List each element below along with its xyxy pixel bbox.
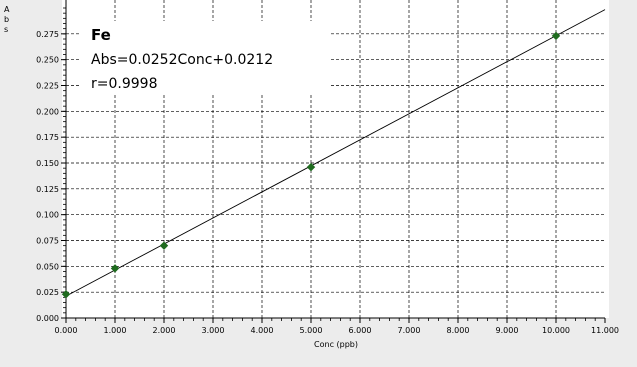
point-layer <box>61 31 561 299</box>
x-tick-label: 4.000 <box>251 326 274 335</box>
data-point <box>61 290 71 299</box>
annotation-equation: Abs=0.0252Conc+0.0212 <box>91 52 273 68</box>
x-tick-label: 5.000 <box>300 326 323 335</box>
y-axis-title-line2: b <box>4 15 9 24</box>
y-tick-label: 0.150 <box>36 159 59 168</box>
x-tick-label: 1.000 <box>104 326 127 335</box>
y-tick-label: 0.275 <box>36 30 59 39</box>
data-point <box>159 241 169 250</box>
x-tick-label: 10.000 <box>542 326 570 335</box>
y-tick-label: 0.100 <box>36 211 59 220</box>
y-tick-label: 0.250 <box>36 56 59 65</box>
x-tick-label: 9.000 <box>496 326 519 335</box>
y-tick-label: 0.225 <box>36 82 59 91</box>
x-tick-label: 0.000 <box>55 326 78 335</box>
data-point <box>110 264 120 273</box>
x-axis-title: Conc (ppb) <box>314 340 358 349</box>
x-tick-label: 8.000 <box>447 326 470 335</box>
y-tick-label: 0.175 <box>36 133 59 142</box>
y-tick-label: 0.075 <box>36 237 59 246</box>
annotation-r-value: r=0.9998 <box>91 76 157 92</box>
y-axis-title: A b s <box>4 5 10 34</box>
x-tick-label: 7.000 <box>398 326 421 335</box>
y-axis-title-line1: A <box>4 5 10 14</box>
data-point <box>551 31 561 41</box>
annotation-box <box>80 21 330 93</box>
y-tick-label: 0.025 <box>36 288 59 297</box>
data-point <box>306 162 316 172</box>
y-tick-label: 0.200 <box>36 107 59 116</box>
x-tick-label: 3.000 <box>202 326 225 335</box>
y-tick-label: 0.000 <box>36 314 59 323</box>
axis-layer: 0.000 0.025 0.050 0.075 0.100 0.125 0.150 0.175… <box>36 0 619 335</box>
x-tick-label: 11.000 <box>591 326 619 335</box>
y-axis-title-line3: s <box>4 25 8 34</box>
annotation-element: Fe <box>91 26 111 44</box>
y-tick-label: 0.125 <box>36 185 59 194</box>
fit-line <box>65 9 606 297</box>
x-tick-label: 2.000 <box>153 326 176 335</box>
fit-layer <box>65 9 606 297</box>
y-tick-label: 0.050 <box>36 262 59 271</box>
x-tick-label: 6.000 <box>349 326 372 335</box>
